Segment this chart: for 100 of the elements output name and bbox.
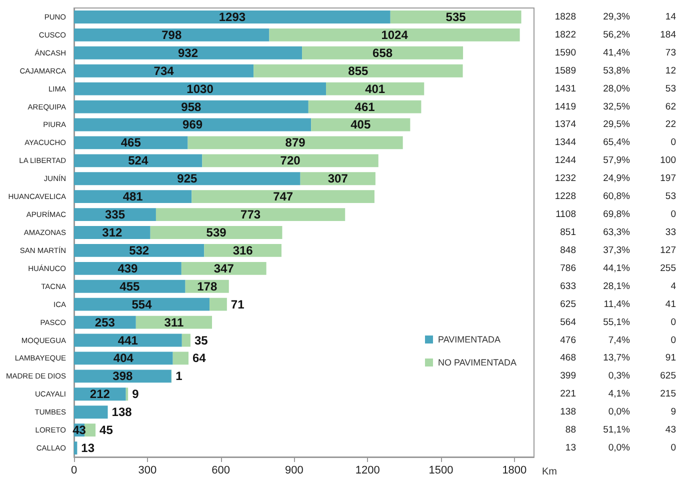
bar xyxy=(74,334,182,347)
data-label: 335 xyxy=(104,208,126,222)
bar xyxy=(254,64,463,78)
text: 255 xyxy=(660,262,676,274)
data-label: 138 xyxy=(112,405,132,420)
text: 43 xyxy=(665,424,676,436)
text: 56,2% xyxy=(603,29,631,40)
text: 29,5% xyxy=(603,119,631,130)
text: 1828 xyxy=(554,11,576,22)
text: 69,8% xyxy=(603,209,631,220)
text: 13,7% xyxy=(603,352,631,364)
x-tick-label: 1500 xyxy=(428,464,454,476)
text: 4,1% xyxy=(608,388,631,400)
bar xyxy=(390,10,522,24)
text: 1228 xyxy=(554,191,576,202)
data-label: 1024 xyxy=(381,28,408,42)
bar xyxy=(74,370,172,383)
bar xyxy=(302,46,464,60)
bar xyxy=(74,298,210,311)
data-label: 212 xyxy=(90,387,110,402)
data-label: 404 xyxy=(113,351,134,366)
data-label: 71 xyxy=(230,297,245,312)
text: 44,1% xyxy=(603,262,631,274)
text: 62 xyxy=(665,101,676,112)
data-label: 178 xyxy=(197,279,218,294)
data-label: 539 xyxy=(206,226,227,240)
x-tick-label: 0 xyxy=(70,464,78,476)
text: 848 xyxy=(560,244,576,256)
text: 88 xyxy=(565,424,576,436)
bar xyxy=(74,244,204,257)
text: 1344 xyxy=(554,137,576,148)
data-label: 1030 xyxy=(186,82,214,96)
data-label: 316 xyxy=(232,243,254,258)
text: 0,3% xyxy=(608,370,631,382)
text: 33 xyxy=(665,227,676,238)
bar xyxy=(74,46,302,60)
data-label: 461 xyxy=(354,100,376,114)
text: 51,1% xyxy=(603,424,631,436)
text: 1108 xyxy=(556,209,576,220)
data-label: 554 xyxy=(132,297,152,312)
data-label: 307 xyxy=(328,172,348,186)
data-label: 455 xyxy=(120,279,140,294)
bar xyxy=(182,334,190,347)
data-label: 13 xyxy=(81,441,95,456)
text: 851 xyxy=(560,227,576,238)
data-label: 720 xyxy=(280,154,301,168)
text: 468 xyxy=(560,352,576,364)
text: 53 xyxy=(665,83,676,94)
bar xyxy=(74,100,308,114)
text: 1589 xyxy=(554,65,576,76)
text: 65,4% xyxy=(603,137,631,148)
data-label: 312 xyxy=(102,226,122,240)
text: 28,0% xyxy=(603,83,631,94)
text: 1244 xyxy=(554,155,576,166)
text: 32,5% xyxy=(603,101,631,112)
bar xyxy=(74,118,312,132)
text: 29,3% xyxy=(603,11,631,22)
bar xyxy=(74,172,300,186)
data-label: 879 xyxy=(285,136,306,150)
bar xyxy=(326,82,424,96)
data-label: 1293 xyxy=(218,10,246,24)
bar xyxy=(74,10,390,24)
data-label: 969 xyxy=(182,118,203,132)
data-label: 401 xyxy=(365,82,386,96)
x-tick-label: 600 xyxy=(212,464,230,476)
bar xyxy=(172,352,189,365)
bar xyxy=(74,64,254,78)
x-tick-label: 300 xyxy=(138,464,157,476)
text: 1419 xyxy=(554,101,576,112)
x-axis-title: Km xyxy=(542,466,557,478)
bar xyxy=(192,190,374,204)
text: 564 xyxy=(560,316,576,328)
text: 184 xyxy=(660,29,676,40)
text: 41 xyxy=(665,298,676,310)
bar xyxy=(300,172,376,186)
text: 197 xyxy=(660,173,676,184)
text: 0 xyxy=(670,316,676,328)
data-label: 798 xyxy=(162,28,182,42)
data-label: 1 xyxy=(176,369,183,384)
data-label: 9 xyxy=(132,387,140,402)
text: 37,3% xyxy=(603,244,631,256)
text: 127 xyxy=(660,244,676,256)
text: 215 xyxy=(660,388,676,400)
text: 0 xyxy=(670,334,676,346)
text: 221 xyxy=(560,388,576,400)
text: 41,4% xyxy=(603,47,631,58)
text: 1590 xyxy=(554,47,576,58)
text: 24,9% xyxy=(603,173,631,184)
bar xyxy=(74,208,156,222)
text: 1232 xyxy=(554,173,576,184)
bar xyxy=(74,136,188,150)
data-label: 855 xyxy=(348,64,369,78)
x-tick-label: 1800 xyxy=(502,464,527,476)
data-label: 734 xyxy=(154,64,174,78)
text: 0 xyxy=(670,442,676,454)
data-label: 405 xyxy=(350,118,371,132)
bar xyxy=(150,226,282,239)
text: 73 xyxy=(665,47,676,58)
bar xyxy=(126,388,128,401)
legend-label: NO PAVIMENTADA xyxy=(438,358,517,368)
